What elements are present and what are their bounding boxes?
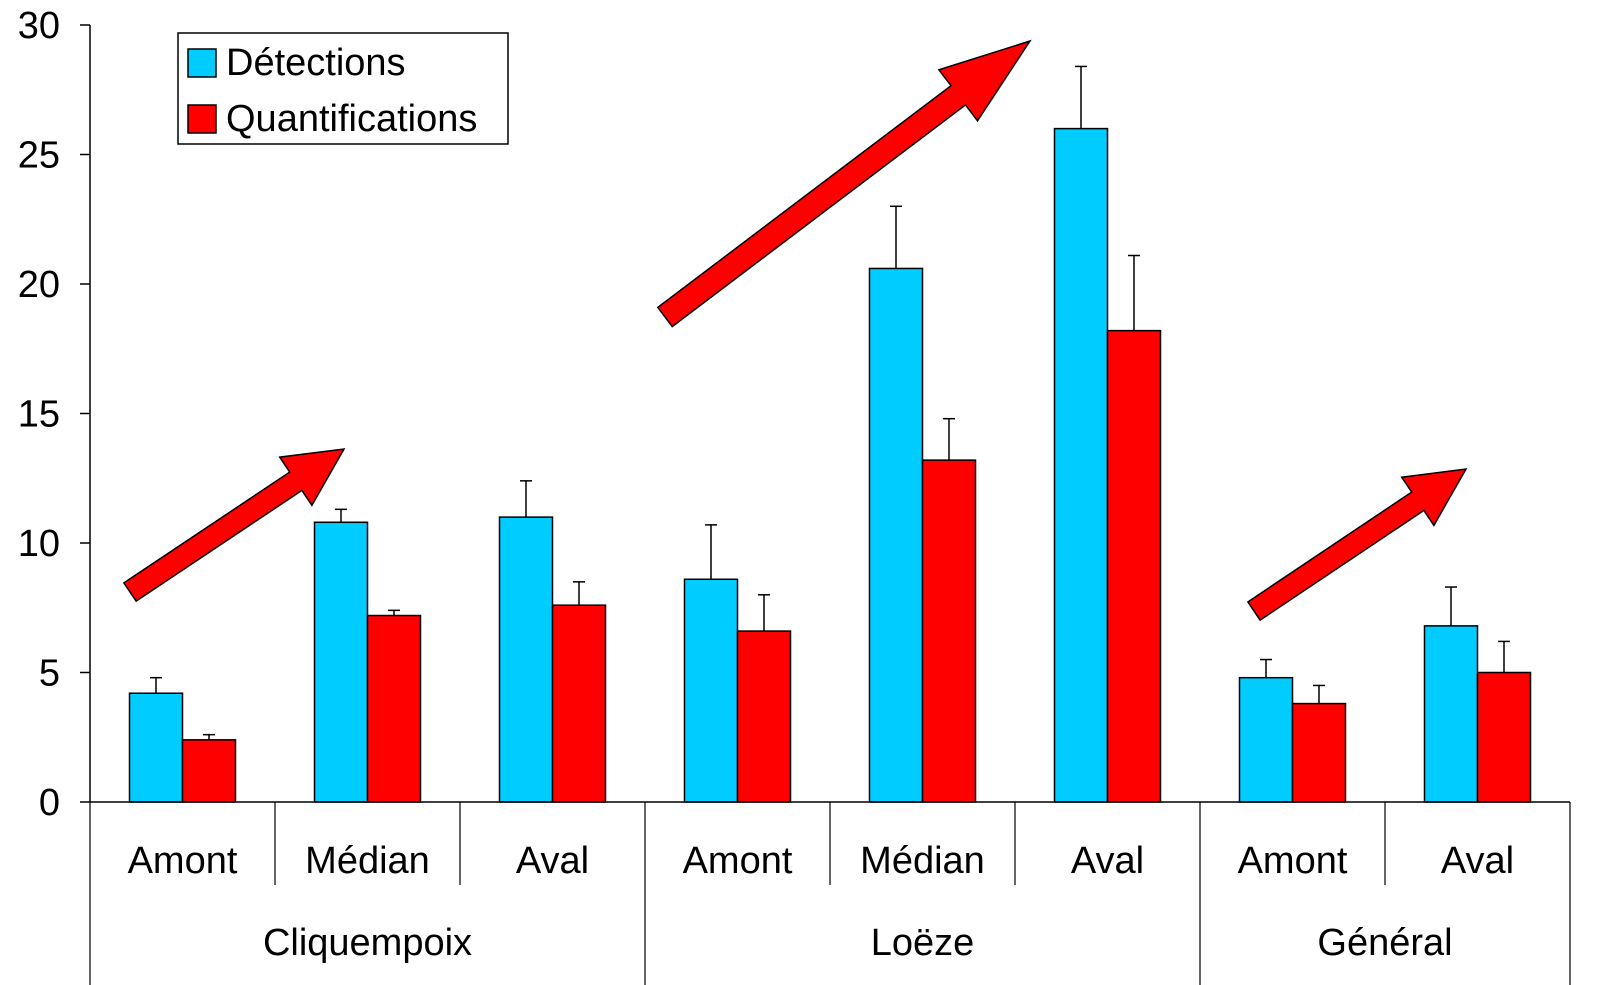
legend-box (177, 32, 509, 145)
legend: Détections Quantifications (177, 32, 509, 145)
y-tick-label: 30 (18, 5, 60, 47)
bar-quantifications-2 (551, 604, 607, 803)
group-label: Cliquempoix (263, 922, 472, 964)
category-label: Aval (516, 840, 589, 882)
bar-détections-5 (1053, 127, 1109, 803)
category-label: Aval (1441, 840, 1514, 882)
bar-quantifications-0 (181, 739, 237, 803)
y-tick-label: 25 (18, 135, 60, 177)
legend-label: Détections (226, 42, 406, 84)
y-tick-label: 5 (39, 653, 60, 695)
bar-détections-1 (313, 521, 369, 803)
y-tick-label: 15 (18, 394, 60, 436)
y-tick-label: 0 (39, 782, 60, 824)
error-bars (150, 65, 1510, 740)
category-label: Amont (683, 840, 793, 882)
category-label: Aval (1071, 840, 1144, 882)
trend-arrow-loëze (656, 39, 1032, 328)
legend-label: Quantifications (226, 98, 477, 140)
bar-quantifications-6 (1291, 702, 1347, 803)
legend-swatch-quantifications (187, 104, 217, 134)
bar-quantifications-5 (1106, 329, 1162, 803)
x-axis: Amont Médian Aval Amont Médian Aval Amont Aval C… (89, 801, 1571, 985)
category-label: Amont (1238, 840, 1348, 882)
category-label: Médian (860, 840, 985, 882)
bar-détections-6 (1238, 676, 1294, 803)
bar-quantifications-7 (1476, 671, 1532, 803)
bar-détections-7 (1423, 625, 1479, 803)
bars (128, 127, 1532, 803)
category-label: Médian (305, 840, 430, 882)
bar-quantifications-4 (921, 459, 977, 803)
bar-détections-4 (868, 267, 924, 803)
bar-quantifications-1 (366, 614, 422, 803)
legend-swatch-détections (187, 48, 217, 78)
trend-arrow-cliquempoix (122, 448, 346, 603)
y-tick-label: 10 (18, 523, 60, 565)
category-label: Amont (128, 840, 238, 882)
bar-quantifications-3 (736, 630, 792, 803)
group-label: Loëze (871, 922, 975, 964)
bar-détections-0 (128, 692, 184, 803)
bar-détections-3 (683, 578, 739, 803)
trend-arrow-général (1246, 468, 1468, 622)
y-tick-label: 20 (18, 264, 60, 306)
y-axis: 0 5 10 15 20 25 30 (18, 5, 91, 824)
trend-arrows (122, 39, 1468, 622)
group-label: Général (1317, 922, 1452, 964)
bar-détections-2 (498, 516, 554, 803)
